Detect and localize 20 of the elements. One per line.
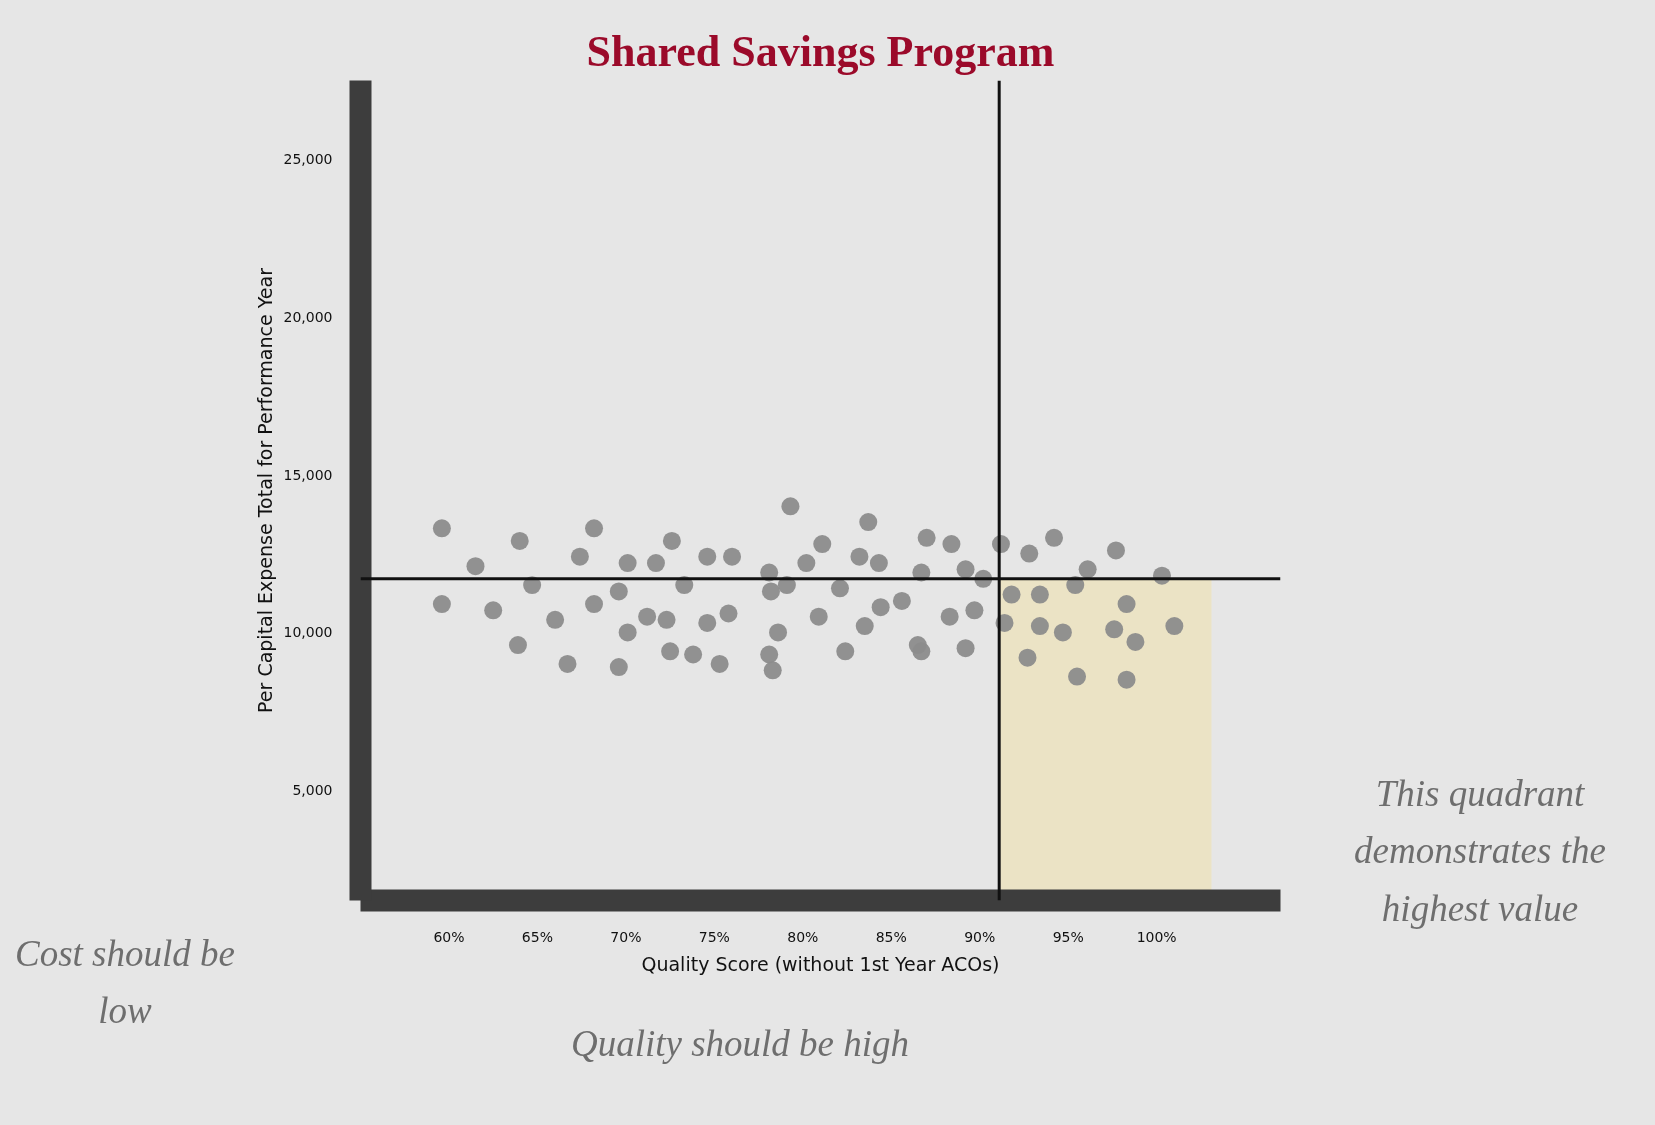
y-tick-label: 10,000: [283, 624, 333, 641]
x-tick-label: 100%: [1136, 928, 1177, 945]
y-tick-label: 25,000: [283, 151, 333, 168]
x-tick-label: 75%: [698, 928, 730, 945]
x-tick-label: 90%: [964, 928, 996, 945]
x-tick-label: 80%: [787, 928, 819, 945]
x-axis-title: Quality Score (without 1st Year ACOs): [641, 952, 1000, 975]
y-tick-label: 15,000: [283, 466, 333, 483]
text: Quality should be high: [570, 1022, 910, 1066]
y-axis-title: Per Capital Expense Total for Performance Year: [253, 267, 276, 713]
text: This quadrant demonstrates the highest value: [1353, 772, 1607, 931]
x-tick-label: 60%: [433, 928, 465, 945]
x-tick-label: 85%: [875, 928, 907, 945]
x-tick-label: 95%: [1052, 928, 1084, 945]
chart-title: Shared Savings Program: [586, 26, 1055, 76]
x-tick-label: 65%: [521, 928, 553, 945]
text: Cost should be low: [14, 932, 236, 1034]
x-tick-label: 70%: [610, 928, 642, 945]
y-tick-label: 20,000: [283, 309, 333, 326]
y-tick-label: 5,000: [292, 782, 333, 799]
